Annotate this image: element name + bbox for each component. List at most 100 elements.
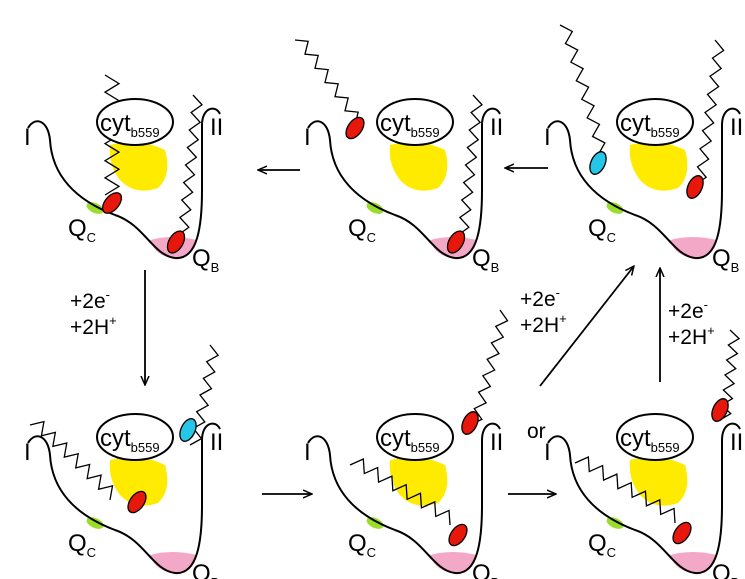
reaction-protons: +2H+ xyxy=(668,323,715,349)
qc-label: QC xyxy=(68,530,96,560)
qb-label: QB xyxy=(472,560,499,579)
site-ii-label: II xyxy=(490,114,503,141)
qb-label-main: Q xyxy=(712,245,731,272)
qb-label-main: Q xyxy=(712,560,731,579)
cyt-label-script: b559 xyxy=(651,440,680,455)
site-ii-label: II xyxy=(490,429,503,456)
qb-label: QB xyxy=(712,245,739,275)
cyt-label-script: b559 xyxy=(131,440,160,455)
site-i-label: I xyxy=(24,124,31,151)
cyt-label-script: b559 xyxy=(411,125,440,140)
qc-label-main: Q xyxy=(68,215,87,242)
qb-label: QB xyxy=(712,560,739,579)
cyt-label-main: cyt xyxy=(620,110,651,137)
reaction-electrons: +2e- xyxy=(520,285,560,311)
qb-label-script: B xyxy=(491,575,500,579)
qb-label-script: B xyxy=(211,575,220,579)
site-i-label: I xyxy=(304,124,311,151)
qc-label-main: Q xyxy=(588,215,607,242)
qc-label-main: Q xyxy=(348,215,367,242)
qb-label: QB xyxy=(192,245,219,275)
yellow-site xyxy=(390,142,448,190)
isoprenoid-chain xyxy=(458,95,482,235)
qb-label-main: Q xyxy=(192,245,211,272)
qc-label-script: C xyxy=(607,545,616,560)
reaction-protons-main: +2H xyxy=(520,314,559,337)
isoprenoid-chain xyxy=(695,40,724,185)
isoprenoid-chain xyxy=(560,25,605,155)
qb-label-script: B xyxy=(731,260,740,275)
qc-label-script: C xyxy=(87,230,96,245)
site-ii-label: II xyxy=(730,429,743,456)
cyt-label-main: cyt xyxy=(100,110,131,137)
quinone xyxy=(177,416,200,444)
isoprenoid-chain xyxy=(470,310,508,425)
qc-label-script: C xyxy=(607,230,616,245)
site-ii-label: II xyxy=(730,114,743,141)
reaction-protons: +2H+ xyxy=(70,313,117,339)
yellow-site xyxy=(630,142,688,190)
quinone xyxy=(684,173,707,201)
cyt-label-main: cyt xyxy=(380,110,411,137)
quinone xyxy=(342,114,367,142)
reaction-protons-script: + xyxy=(559,311,567,326)
qc-label: QC xyxy=(68,215,96,245)
cyt-label-main: cyt xyxy=(620,425,651,452)
qb-label-main: Q xyxy=(472,560,491,579)
qb-label-script: B xyxy=(211,260,220,275)
reaction-protons-script: + xyxy=(109,313,117,328)
cyt-label-script: b559 xyxy=(651,125,680,140)
cyt-label-script: b559 xyxy=(411,440,440,455)
reaction-electrons-main: +2e xyxy=(668,300,704,323)
qb-label-script: B xyxy=(491,260,500,275)
cyt-label-main: cyt xyxy=(100,425,131,452)
isoprenoid-chain xyxy=(178,95,202,235)
quinone xyxy=(587,149,610,177)
qc-label-script: C xyxy=(87,545,96,560)
panel: cytb559IIIQCQB xyxy=(304,310,508,579)
reaction-electrons-main: +2e xyxy=(70,290,106,313)
qc-label: QC xyxy=(588,530,616,560)
qb-label: QB xyxy=(192,560,219,579)
reaction-protons-main: +2H xyxy=(668,326,707,349)
reaction-protons: +2H+ xyxy=(520,311,567,337)
site-ii-label: II xyxy=(210,429,223,456)
cyt-label-script: b559 xyxy=(131,125,160,140)
site-i-label: I xyxy=(544,439,551,466)
site-i-label: I xyxy=(304,439,311,466)
reaction-electrons: +2e- xyxy=(668,297,708,323)
qb-label-main: Q xyxy=(192,560,211,579)
qc-label-main: Q xyxy=(588,530,607,557)
reaction-electrons-script: - xyxy=(556,285,560,300)
qc-label: QC xyxy=(348,215,376,245)
reaction-electrons-main: +2e xyxy=(520,288,556,311)
site-i-label: I xyxy=(544,124,551,151)
qc-label: QC xyxy=(588,215,616,245)
yellow-site xyxy=(630,457,688,505)
yellow-site xyxy=(110,142,168,190)
reaction-protons-script: + xyxy=(707,323,715,338)
qb-label: QB xyxy=(472,245,499,275)
quinone xyxy=(99,189,125,216)
reaction-electrons-script: - xyxy=(704,297,708,312)
reaction-electrons: +2e- xyxy=(70,287,110,313)
diagram: cytb559IIIQCQBcytb559IIIQCQBcytb559IIIQC… xyxy=(0,0,745,579)
reaction-protons-main: +2H xyxy=(70,316,109,339)
quinone xyxy=(709,396,732,424)
qc-label-script: C xyxy=(367,545,376,560)
or-label: or xyxy=(527,420,546,443)
qb-label-main: Q xyxy=(472,245,491,272)
qc-label-script: C xyxy=(367,230,376,245)
qc-label-main: Q xyxy=(348,530,367,557)
qb-label-script: B xyxy=(731,575,740,579)
quinone xyxy=(445,521,470,549)
qc-label: QC xyxy=(348,530,376,560)
site-i-label: I xyxy=(24,439,31,466)
panel: cytb559IIIQCQB xyxy=(24,75,223,275)
site-ii-label: II xyxy=(210,114,223,141)
yellow-site xyxy=(390,457,448,505)
